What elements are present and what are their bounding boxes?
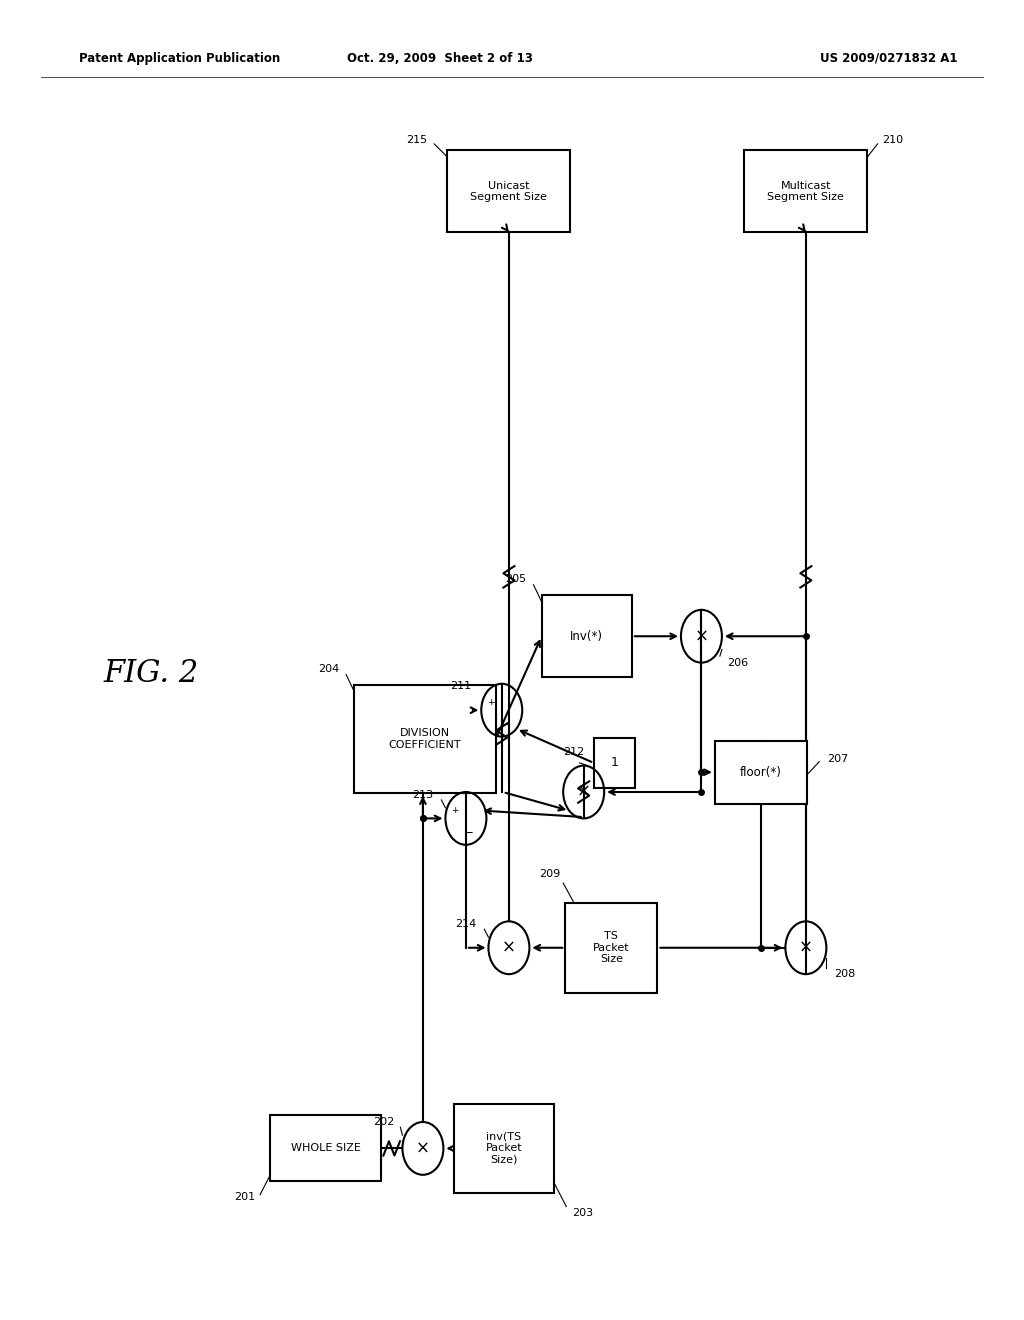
Bar: [744, 150, 867, 232]
Text: Multicast
Segment Size: Multicast Segment Size: [767, 181, 845, 202]
Bar: [270, 1115, 381, 1181]
Text: inv(TS
Packet
Size): inv(TS Packet Size): [485, 1131, 522, 1166]
Text: 203: 203: [572, 1208, 593, 1218]
Text: Unicast
Segment Size: Unicast Segment Size: [470, 181, 548, 202]
Text: 205: 205: [506, 574, 526, 585]
Text: 211: 211: [451, 681, 471, 692]
Text: 214: 214: [456, 919, 476, 929]
Bar: [354, 685, 496, 793]
Text: −: −: [500, 718, 510, 731]
Text: Inv(*): Inv(*): [570, 630, 603, 643]
Text: 206: 206: [727, 657, 748, 668]
Text: 201: 201: [234, 1192, 255, 1203]
Text: 202: 202: [374, 1117, 394, 1127]
Bar: [447, 150, 570, 232]
Text: ×: ×: [694, 627, 709, 645]
Text: DIVISION
COEFFICIENT: DIVISION COEFFICIENT: [389, 729, 461, 750]
Text: 215: 215: [407, 135, 427, 145]
Text: ×: ×: [502, 939, 516, 957]
Text: ×: ×: [799, 939, 813, 957]
Text: 212: 212: [563, 747, 584, 758]
Text: 208: 208: [835, 969, 855, 979]
Text: TS
Packet
Size: TS Packet Size: [593, 931, 630, 965]
Text: 210: 210: [883, 135, 903, 145]
Text: FIG. 2: FIG. 2: [103, 657, 200, 689]
Text: ×: ×: [577, 783, 591, 801]
Bar: [594, 738, 635, 788]
Bar: [715, 741, 807, 804]
Text: 209: 209: [540, 869, 560, 879]
Text: 1: 1: [610, 756, 618, 770]
Text: 204: 204: [318, 664, 339, 675]
Text: Oct. 29, 2009  Sheet 2 of 13: Oct. 29, 2009 Sheet 2 of 13: [347, 51, 534, 65]
Text: WHOLE SIZE: WHOLE SIZE: [291, 1143, 360, 1154]
Bar: [454, 1104, 554, 1193]
Text: +: +: [486, 698, 495, 706]
Text: Patent Application Publication: Patent Application Publication: [79, 51, 281, 65]
Bar: [542, 595, 632, 677]
Text: +: +: [451, 807, 459, 814]
Bar: [565, 903, 657, 993]
Text: 213: 213: [413, 789, 433, 800]
Text: US 2009/0271832 A1: US 2009/0271832 A1: [820, 51, 957, 65]
Text: floor(*): floor(*): [740, 766, 781, 779]
Text: 207: 207: [827, 754, 848, 764]
Text: −: −: [464, 826, 474, 840]
Text: ×: ×: [416, 1139, 430, 1158]
